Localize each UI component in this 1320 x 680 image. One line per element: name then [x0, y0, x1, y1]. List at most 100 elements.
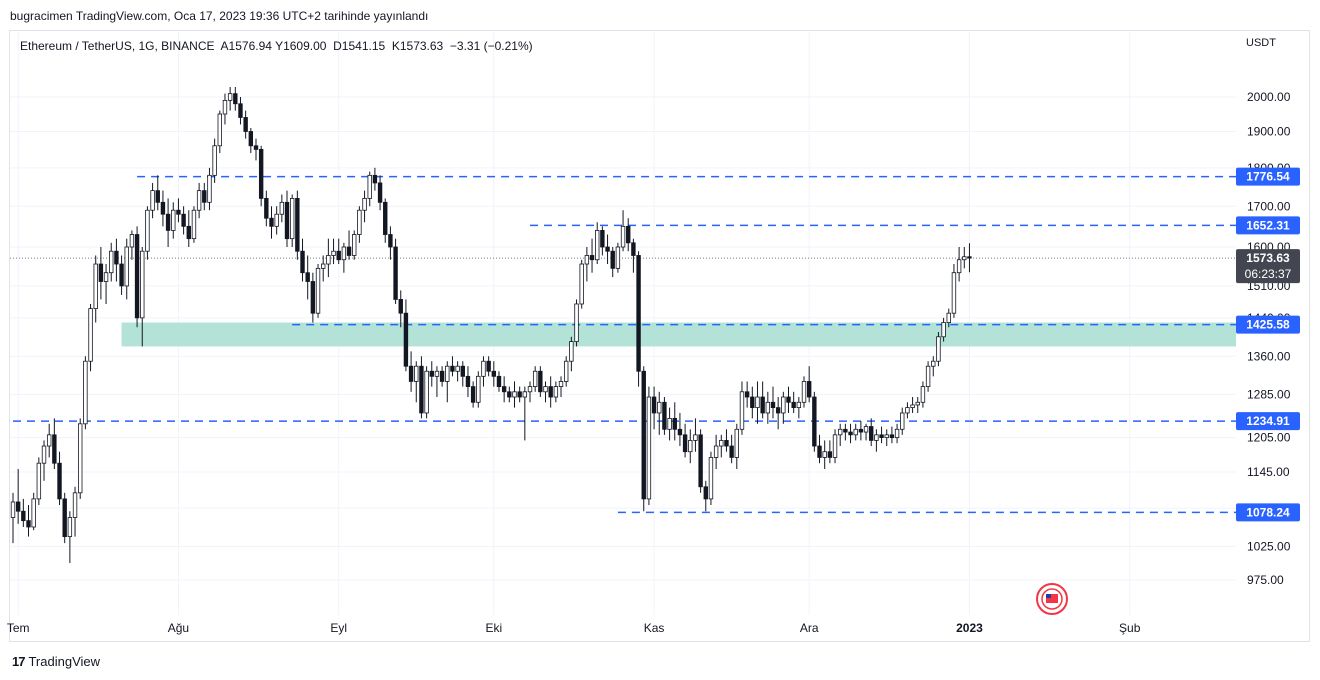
candle-body	[874, 434, 879, 441]
candle-body	[248, 131, 254, 147]
horizontal-levels[interactable]	[13, 175, 1236, 514]
candle-body	[155, 190, 160, 203]
support-zone[interactable]	[121, 322, 1237, 347]
candle-body	[362, 197, 367, 211]
candle-body	[217, 113, 222, 147]
price-tick-label: 1025.00	[1247, 539, 1291, 553]
candle-body	[905, 407, 910, 414]
candle-body	[563, 360, 569, 382]
candle-body	[770, 401, 776, 409]
level-tag-label: 1078.24	[1246, 505, 1290, 519]
candle-body	[708, 457, 714, 500]
candle-body	[827, 451, 833, 458]
candle-body	[605, 246, 610, 252]
candle-body	[326, 255, 331, 265]
candle-body	[579, 263, 584, 305]
flag-icon[interactable]	[1036, 583, 1068, 615]
candle-body	[331, 250, 336, 256]
candle-body	[631, 242, 636, 256]
candle-body	[202, 190, 207, 203]
candle-body	[26, 520, 31, 528]
candle-body	[419, 365, 424, 414]
candle-body	[150, 190, 155, 211]
candle-body	[98, 263, 104, 282]
candle-body	[424, 370, 429, 414]
candle-body	[925, 365, 931, 388]
symbol-legend: Ethereum / TetherUS, 1G, BINANCE A1576.9…	[20, 39, 533, 53]
candle-body	[620, 225, 626, 248]
candle-body	[315, 267, 321, 314]
candle-body	[78, 423, 83, 494]
candle-body	[222, 99, 228, 115]
candle-body	[10, 501, 16, 518]
candle-body	[688, 440, 693, 453]
candle-body	[491, 370, 497, 377]
candle-body	[300, 250, 305, 274]
candle-body	[129, 234, 135, 248]
legend-open: A1576.94	[220, 39, 272, 53]
candle-body	[372, 174, 378, 184]
candle-body	[377, 182, 383, 203]
price-tags: 1776.54 1652.31 1425.58 1234.91 1078.24 1573.…	[1236, 167, 1300, 522]
candle-body	[67, 517, 73, 538]
candle-body	[398, 299, 403, 314]
candle-body	[196, 190, 202, 211]
candle-body	[403, 312, 409, 367]
time-axis[interactable]: Tem Ağu Eyl Eki Kas Ara 2023 Şub	[7, 621, 1141, 635]
candle-body	[72, 492, 78, 518]
candle-body	[843, 428, 848, 433]
candle-body	[532, 370, 538, 388]
level-tag	[1236, 412, 1300, 431]
price-tick-label: 1145.00	[1247, 465, 1290, 479]
candle-body	[470, 386, 476, 403]
candle-body	[719, 440, 724, 447]
candle-body	[651, 396, 657, 414]
legend-change: −3.31 (−0.21%)	[449, 39, 533, 53]
candle-body	[388, 234, 393, 248]
time-tick-label: Ara	[800, 621, 819, 635]
candle-body	[962, 256, 967, 261]
candle-body	[445, 365, 450, 382]
candle-body	[512, 391, 517, 398]
candle-body	[610, 250, 615, 269]
candle-body	[698, 434, 703, 488]
candle-body	[812, 396, 817, 447]
level-tag-label: 1234.91	[1246, 414, 1290, 428]
candle-body	[956, 259, 962, 274]
candle-body	[569, 341, 574, 362]
candle-body	[574, 303, 579, 342]
candle-body	[305, 272, 310, 282]
candle-body	[455, 365, 460, 372]
candle-body	[900, 412, 905, 430]
candle-body	[336, 250, 341, 261]
candle-body	[352, 234, 357, 256]
chart-frame[interactable]	[9, 30, 1310, 642]
candles	[10, 86, 972, 563]
price-tick-label: 975.00	[1247, 573, 1284, 587]
candle-body	[15, 501, 21, 512]
candle-body	[522, 391, 528, 398]
candle-body	[465, 375, 471, 388]
candle-body	[357, 209, 362, 235]
candle-body	[920, 386, 926, 403]
footer-brand-label: TradingView	[28, 654, 101, 669]
candle-body	[796, 401, 802, 409]
candle-body	[414, 365, 419, 382]
time-tick-label: Eki	[485, 621, 502, 635]
footer-brand[interactable]: 17 TradingView	[12, 654, 100, 669]
candle-body	[863, 426, 869, 433]
candle-body	[408, 365, 414, 382]
current-price-label: 1573.63	[1246, 251, 1290, 265]
candle-body	[600, 230, 605, 248]
time-tick-label: Şub	[1119, 621, 1141, 635]
candle-body	[869, 426, 874, 441]
candle-body	[295, 197, 300, 252]
candle-body	[393, 246, 398, 300]
candle-body	[83, 360, 88, 425]
candle-body	[941, 322, 946, 338]
candle-body	[553, 386, 559, 398]
legend-high: Y1609.00	[275, 39, 327, 53]
candle-body	[584, 255, 590, 265]
candle-body	[207, 174, 212, 203]
